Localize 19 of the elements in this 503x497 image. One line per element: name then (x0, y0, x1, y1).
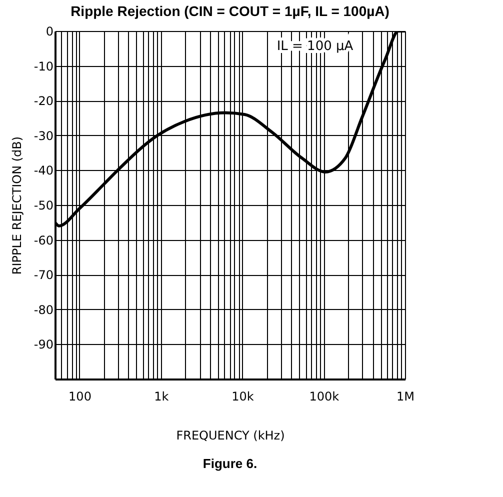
x-axis-title: FREQUENCY (kHz) (176, 428, 285, 442)
x-tick-label: 1k (154, 390, 169, 404)
x-tick-label: 100k (309, 390, 340, 404)
y-tick-label: -40 (34, 164, 54, 178)
y-tick-label: -50 (34, 198, 54, 212)
y-tick-label: -60 (34, 233, 54, 248)
y-tick-label: -70 (34, 268, 54, 282)
y-tick-label: -10 (34, 59, 54, 74)
caption: Figure 6. (202, 456, 258, 471)
chart-title: Ripple Rejection (CIN = COUT = 1µF, IL = 100µA) (70, 3, 390, 19)
y-tick-label: -30 (34, 128, 54, 143)
y-axis-title: RIPPLE REJECTION (dB) (10, 136, 24, 275)
x-tick-label: 100 (68, 390, 92, 404)
y-tick-label: -90 (34, 338, 54, 352)
y-tick-label: -20 (34, 94, 54, 108)
x-tick-label: 1M (396, 390, 414, 404)
x-tick-label: 10k (232, 390, 254, 404)
y-tick-label: 0 (46, 24, 54, 38)
y-tick-label: -80 (34, 302, 54, 317)
